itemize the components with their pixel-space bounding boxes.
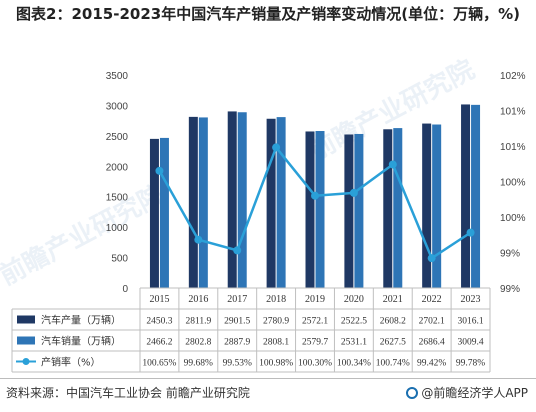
category-label: 2021 — [383, 294, 403, 305]
y-left-tick-label: 2500 — [106, 132, 129, 143]
footer-divider — [0, 378, 536, 379]
rate-point — [427, 254, 436, 263]
table-cell-value: 2572.1 — [302, 317, 328, 327]
table-cell-value: 2702.1 — [419, 317, 445, 327]
production-bar — [305, 131, 315, 288]
y-left-axis: 0 500 1000 1500 2000 2500 3000 3500 — [106, 71, 129, 295]
table-cell-value: 2608.2 — [380, 317, 406, 327]
y-right-tick-label: 101% — [500, 107, 526, 118]
production-bar — [149, 138, 159, 288]
y-left-tick-label: 1500 — [106, 193, 129, 204]
table-cell-value: 2450.3 — [146, 317, 172, 327]
bars — [140, 104, 490, 289]
table-cell-value: 2579.7 — [302, 338, 328, 348]
sales-bar — [393, 128, 403, 288]
source-note: 资料来源：中国汽车工业协会 前瞻产业研究院 — [6, 386, 250, 400]
data-table: 2015 2016 2017 2018 2019 2020 2021 2022 2023 汽车产量… — [11, 287, 491, 373]
brand: @前瞻经济学人APP — [406, 384, 528, 401]
legend-key-sales — [17, 336, 35, 345]
table-cell-value: 99.53% — [223, 359, 252, 369]
rate-point — [272, 143, 281, 152]
table-cell-value: 2808.1 — [263, 338, 289, 348]
y-right-tick-label: 100% — [500, 178, 526, 189]
production-bar — [422, 123, 432, 288]
table-cell-value: 100.74% — [376, 359, 410, 369]
table-cell-value: 2811.9 — [185, 317, 211, 327]
table-cell-value: 100.65% — [142, 359, 176, 369]
legend-label: 汽车产量（万辆） — [41, 314, 121, 327]
table-cell-value: 100.98% — [259, 359, 293, 369]
y-left-tick-label: 2000 — [106, 162, 129, 173]
category-label: 2018 — [266, 294, 286, 305]
y-right-tick-label: 101% — [500, 142, 526, 153]
table-cell-value: 100.30% — [298, 359, 332, 369]
production-bar — [188, 116, 198, 289]
table-cell-value: 3016.1 — [457, 317, 483, 327]
production-bar — [344, 134, 354, 288]
legend-key-rate-marker — [22, 358, 30, 365]
production-bar — [266, 118, 276, 288]
y-right-tick-label: 99% — [500, 284, 520, 295]
sales-bar — [432, 124, 442, 289]
y-right-tick-label: 102% — [500, 71, 526, 82]
y-right-tick-label: 99% — [500, 249, 520, 260]
table-cell-value: 2531.1 — [341, 338, 367, 348]
table-cell-value: 3009.4 — [457, 338, 483, 348]
table-cell-value: 99.78% — [456, 359, 485, 369]
production-bar — [461, 104, 471, 289]
table-cell-value: 2522.5 — [341, 317, 367, 327]
category-label: 2023 — [461, 294, 481, 305]
legend-label: 产销率（%） — [41, 356, 101, 369]
rate-point — [466, 228, 475, 237]
legend-label: 汽车销量（万辆） — [41, 335, 121, 348]
table-cell-value: 2466.2 — [146, 338, 172, 348]
rate-point — [311, 191, 319, 200]
rate-point — [388, 160, 397, 169]
category-label: 2015 — [149, 294, 169, 305]
sales-bar — [354, 133, 364, 288]
rate-point — [349, 188, 358, 197]
y-right-axis: 99% 99% 100% 100% 101% 101% 102% — [500, 71, 526, 295]
production-bar — [383, 129, 393, 288]
category-label: 2020 — [344, 294, 364, 305]
y-left-tick-label: 500 — [111, 254, 128, 265]
sales-bar — [471, 104, 481, 289]
production-bar — [227, 111, 237, 288]
y-left-tick-label: 3000 — [106, 101, 129, 112]
rate-point — [194, 235, 203, 244]
table-cell-value: 2780.9 — [263, 317, 289, 327]
category-label: 2017 — [227, 294, 247, 305]
y-left-tick-label: 0 — [122, 284, 128, 295]
sales-bar — [315, 131, 325, 288]
y-right-tick-label: 100% — [500, 213, 526, 224]
chart: 0 500 1000 1500 2000 2500 3000 3500 99% 99% 100% 1… — [11, 71, 526, 373]
brand-text: @前瞻经济学人APP — [421, 386, 528, 400]
sales-bar — [237, 112, 247, 288]
table-cell-value: 99.42% — [417, 359, 446, 369]
chart-title: 图表2：2015-2023年中国汽车产销量及产销率变动情况(单位：万辆，%) — [16, 5, 520, 23]
table-cell-value: 2901.5 — [224, 317, 250, 327]
y-left-tick-label: 1000 — [106, 223, 129, 234]
legend-key-production — [17, 315, 35, 324]
brand-logo-icon — [406, 386, 419, 399]
rate-point — [233, 246, 242, 255]
table-cell-value: 2802.8 — [185, 338, 211, 348]
table-cell-value: 100.34% — [337, 359, 371, 369]
category-label: 2016 — [188, 294, 208, 305]
sales-bar — [198, 117, 208, 289]
sales-bar — [159, 137, 169, 288]
category-label: 2019 — [305, 294, 325, 305]
category-label: 2022 — [422, 294, 442, 305]
table-cell-value: 2686.4 — [419, 338, 445, 348]
sales-bar — [276, 117, 286, 288]
rate-line — [155, 143, 475, 263]
y-left-tick-label: 3500 — [106, 71, 129, 82]
table-cell-value: 2627.5 — [380, 338, 406, 348]
rate-point — [155, 166, 164, 175]
table-cell-value: 2887.9 — [224, 338, 250, 348]
table-cell-value: 99.68% — [184, 359, 213, 369]
